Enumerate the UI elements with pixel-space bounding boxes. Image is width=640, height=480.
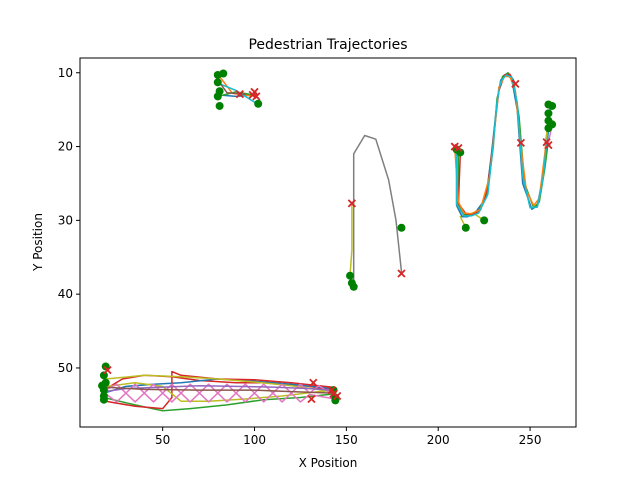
end-point-marker <box>516 138 526 148</box>
end-point-marker <box>235 90 244 99</box>
start-point-marker <box>544 124 553 133</box>
end-point-marker <box>511 79 520 88</box>
end-point-marker <box>309 378 318 387</box>
start-point-marker <box>215 101 224 110</box>
start-point-marker <box>101 362 110 371</box>
y-axis: 10 20 30 40 50 <box>58 66 80 375</box>
end-point-marker <box>544 140 553 150</box>
trajectory-line <box>349 202 353 277</box>
marker-layer <box>98 69 557 405</box>
series-layer <box>101 72 553 412</box>
end-point-marker <box>333 391 342 401</box>
start-point-marker <box>480 216 489 225</box>
start-point-marker <box>213 92 222 101</box>
start-point-marker <box>331 396 340 405</box>
start-point-marker <box>99 386 108 395</box>
end-point-marker <box>307 394 316 404</box>
start-point-marker <box>461 223 470 232</box>
y-tick-label: 40 <box>58 287 73 301</box>
start-point-marker <box>219 69 228 78</box>
y-axis-label: Y Position <box>31 213 45 272</box>
plot-frame <box>79 57 577 428</box>
x-tick-label: 150 <box>335 433 358 447</box>
y-tick-label: 30 <box>58 213 73 227</box>
trajectory-line <box>104 392 337 403</box>
x-tick-label: 50 <box>155 433 170 447</box>
x-tick-label: 250 <box>519 433 542 447</box>
start-point-marker <box>397 223 406 232</box>
trajectory-line <box>104 370 333 410</box>
end-point-marker <box>347 199 357 208</box>
trajectory-line <box>101 378 335 395</box>
start-point-marker <box>349 282 358 291</box>
end-point-marker <box>454 143 463 153</box>
x-axis: 50 100 150 200 250 <box>155 427 542 447</box>
end-point-marker <box>248 90 257 100</box>
trajectory-line <box>457 72 550 216</box>
y-tick-label: 50 <box>58 361 73 375</box>
trajectory-line <box>352 134 403 288</box>
trajectory-line <box>218 83 259 106</box>
start-point-marker <box>456 148 465 157</box>
trajectory-line <box>106 381 338 402</box>
start-point-marker <box>213 78 222 87</box>
trajectory-line <box>103 393 337 412</box>
start-point-marker <box>99 395 108 404</box>
trajectory-line <box>217 91 254 98</box>
x-tick-label: 200 <box>427 433 450 447</box>
y-tick-label: 10 <box>58 66 73 80</box>
end-point-marker <box>103 366 112 375</box>
start-point-marker <box>548 101 557 110</box>
trajectory-line <box>455 74 552 217</box>
x-axis-label: X Position <box>299 456 358 470</box>
end-point-marker <box>397 269 406 278</box>
x-tick-label: 100 <box>243 433 266 447</box>
chart-title: Pedestrian Trajectories <box>248 37 407 53</box>
start-point-marker <box>346 271 355 280</box>
start-point-marker <box>99 371 108 380</box>
start-point-marker <box>544 109 553 118</box>
trajectory-line <box>103 386 335 394</box>
y-tick-label: 20 <box>58 140 73 154</box>
trajectory-line <box>104 374 335 393</box>
start-point-marker <box>254 99 263 108</box>
